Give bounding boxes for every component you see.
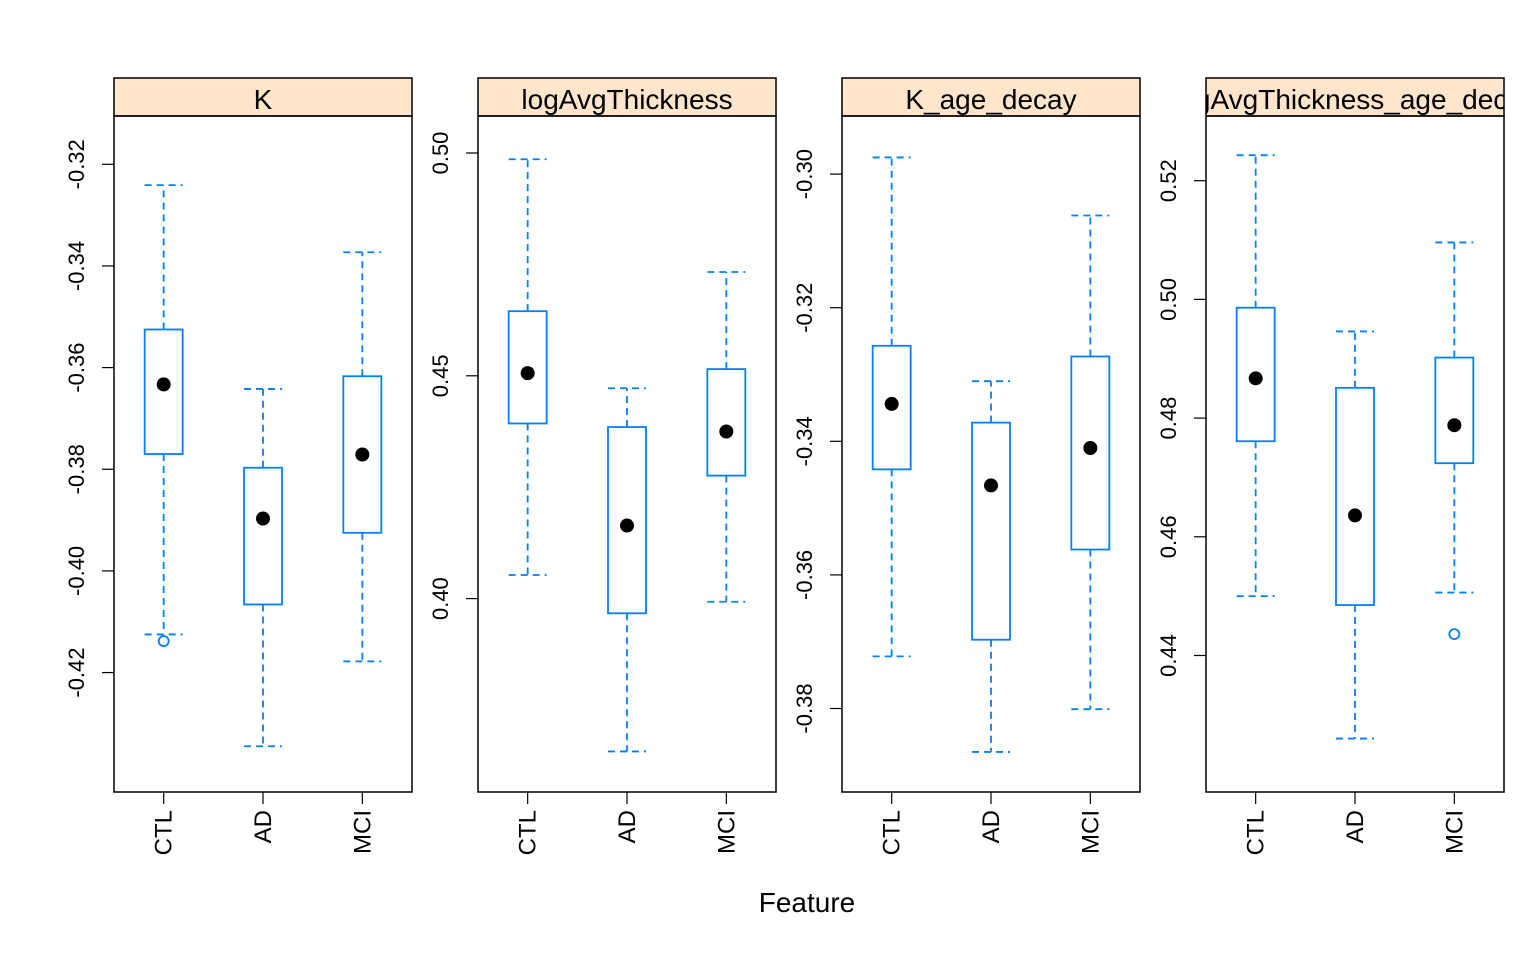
panel-3: K_age_decay -0.30 -0.32 -0.34 -0.36 -0.38 CTL A… xyxy=(792,77,1141,855)
panel-strip xyxy=(841,77,1141,117)
y-tick-label: -0.32 xyxy=(792,283,817,333)
y-tick-label: 0.50 xyxy=(1156,278,1181,321)
x-tick-label: AD xyxy=(1342,810,1369,843)
x-tick-label: AD xyxy=(250,810,277,843)
box-CTL xyxy=(1235,154,1276,598)
y-tick-label: 0.45 xyxy=(428,354,453,397)
boxes xyxy=(507,158,747,753)
outlier-point xyxy=(1448,628,1461,641)
y-tick-label: -0.36 xyxy=(64,343,89,393)
y-tick-label: 0.40 xyxy=(428,577,453,620)
panel-strip xyxy=(477,77,777,117)
x-tick-label: MCI xyxy=(1441,810,1468,854)
y-tick-label: 0.44 xyxy=(1156,634,1181,677)
panel-4: logAvgThickness_age_decay 0.52 0.50 0.48 0.4… xyxy=(1156,77,1536,855)
median-dot xyxy=(256,511,270,526)
median-dot xyxy=(620,518,634,533)
box-MCI xyxy=(1434,241,1475,641)
panel-strip xyxy=(1205,77,1505,117)
box-iqr xyxy=(507,310,548,425)
box-iqr xyxy=(1434,356,1475,465)
x-tick-label: CTL xyxy=(515,810,542,855)
y-tick-label: 0.50 xyxy=(428,132,453,175)
y-tick-label: -0.42 xyxy=(64,647,89,697)
y-tick-label: 0.48 xyxy=(1156,397,1181,440)
x-tick-label: MCI xyxy=(349,810,376,854)
panel-strip xyxy=(113,77,413,117)
median-dot xyxy=(355,447,370,462)
boxes xyxy=(143,184,383,748)
panel-title: K_age_decay xyxy=(905,84,1076,115)
y-tick-label: 0.52 xyxy=(1156,159,1181,202)
panel-title: logAvgThickness xyxy=(521,84,732,115)
box-AD xyxy=(243,388,283,748)
box-iqr xyxy=(1335,386,1375,606)
x-tick-label: AD xyxy=(614,810,641,843)
x-tick-label: CTL xyxy=(879,810,906,855)
y-tick-label: -0.32 xyxy=(64,139,89,189)
y-tick-label: -0.34 xyxy=(64,241,89,291)
median-dot xyxy=(984,478,998,493)
median-dot xyxy=(1348,508,1362,523)
y-tick-label: -0.34 xyxy=(792,416,817,466)
y-tick-label: 0.46 xyxy=(1156,515,1181,558)
box-MCI xyxy=(706,271,747,603)
box-iqr xyxy=(706,368,747,477)
box-CTL xyxy=(871,156,912,658)
median-dot xyxy=(1083,440,1098,455)
median-dot xyxy=(884,396,899,411)
median-dot xyxy=(1248,371,1263,386)
panel-title: logAvgThickness_age_decay xyxy=(1173,84,1536,115)
y-tick-label: -0.30 xyxy=(792,149,817,199)
box-iqr xyxy=(143,328,184,455)
y-tick-label: -0.40 xyxy=(64,546,89,596)
box-AD xyxy=(607,387,647,753)
box-CTL xyxy=(507,158,548,576)
box-MCI xyxy=(1070,214,1111,711)
box-iqr xyxy=(243,466,283,606)
boxes xyxy=(871,156,1111,753)
panel-2: logAvgThickness 0.50 0.45 0.40 CTL AD MCI xyxy=(428,77,777,855)
outlier-point xyxy=(157,635,170,647)
x-tick-label: AD xyxy=(978,810,1005,843)
median-dot xyxy=(1447,418,1462,433)
median-dot xyxy=(520,366,535,381)
y-tick-label: -0.38 xyxy=(64,444,89,494)
x-tick-label: MCI xyxy=(713,810,740,854)
panel-1: K -0.32 -0.34 -0.36 -0.38 -0.40 -0.42 CTL AD MCI xyxy=(64,77,413,855)
y-tick-label: -0.38 xyxy=(792,683,817,733)
box-MCI xyxy=(342,251,383,663)
y-tick-label: -0.36 xyxy=(792,550,817,600)
median-dot xyxy=(156,377,171,392)
box-AD xyxy=(1335,330,1375,740)
box-iqr xyxy=(871,344,912,471)
x-tick-label: CTL xyxy=(1243,810,1270,855)
box-AD xyxy=(971,380,1011,753)
panel-title: K xyxy=(254,84,273,115)
box-iqr xyxy=(971,421,1011,641)
x-axis-label: Feature xyxy=(759,887,856,918)
median-dot xyxy=(719,424,734,439)
boxes xyxy=(1235,154,1475,740)
x-tick-label: MCI xyxy=(1077,810,1104,854)
x-tick-label: CTL xyxy=(151,810,178,855)
box-CTL xyxy=(143,184,184,647)
